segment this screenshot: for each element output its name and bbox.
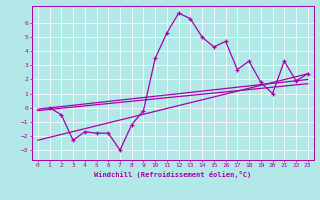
X-axis label: Windchill (Refroidissement éolien,°C): Windchill (Refroidissement éolien,°C) (94, 171, 252, 178)
